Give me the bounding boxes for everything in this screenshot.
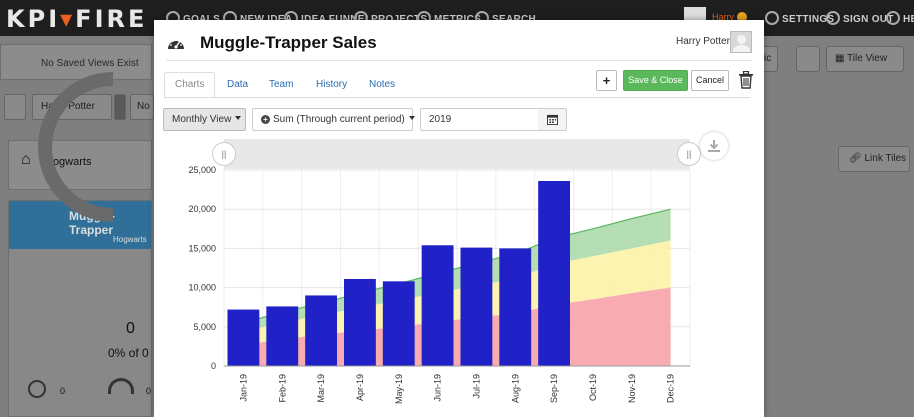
view-mode-select[interactable]: Monthly View xyxy=(163,108,246,131)
gear-icon xyxy=(765,11,779,25)
tab-underline xyxy=(164,97,750,98)
y-tick-label: 0 xyxy=(211,361,216,371)
dashboard-icon[interactable] xyxy=(108,378,134,394)
nav-user-name[interactable]: Harry xyxy=(712,12,734,22)
user-avatar xyxy=(730,31,752,53)
tile-foot-value-a: 0 xyxy=(60,386,66,396)
x-tick-label: Jul-19 xyxy=(471,374,481,399)
x-tick-label: Apr-19 xyxy=(355,374,365,401)
x-tick-label: Nov-19 xyxy=(627,374,637,403)
calendar-icon xyxy=(547,114,558,125)
x-tick-label: Mar-19 xyxy=(316,374,326,403)
tab-data[interactable]: Data xyxy=(227,79,249,90)
aggregation-select[interactable]: + Sum (Through current period) xyxy=(252,108,415,131)
link-tiles-button[interactable]: 🔗︎ Link Tiles xyxy=(838,146,910,172)
help-icon xyxy=(886,11,900,25)
speedometer-icon xyxy=(168,39,184,49)
x-tick-label: Aug-19 xyxy=(510,374,520,403)
tab-team[interactable]: Team xyxy=(269,79,294,90)
home-icon: ⌂ xyxy=(21,151,31,168)
title-divider xyxy=(166,60,752,61)
grid-icon: ▦ xyxy=(835,53,848,64)
tile-percent: 0% of 0 xyxy=(108,346,149,360)
navigator-left-handle[interactable]: || xyxy=(212,142,236,166)
bar-feb-19[interactable] xyxy=(266,306,299,366)
filter-clear-button[interactable] xyxy=(114,94,126,120)
compass-icon[interactable] xyxy=(28,380,46,398)
y-tick-label: 5,000 xyxy=(193,322,216,332)
y-tick-label: 10,000 xyxy=(188,283,216,293)
range-navigator[interactable] xyxy=(224,139,690,169)
download-button[interactable] xyxy=(796,46,820,72)
bar-jan-19[interactable] xyxy=(227,309,260,366)
chart-download-button[interactable] xyxy=(700,132,728,160)
y-tick-label: 20,000 xyxy=(188,204,216,214)
x-tick-label: Sep-19 xyxy=(549,374,559,403)
kpifire-logo[interactable]: KPI▾FIRE xyxy=(6,5,148,33)
metric-modal: Muggle-Trapper Sales Harry Potter Charts… xyxy=(154,20,764,417)
bar-sep-19[interactable] xyxy=(538,180,571,366)
tile-title: Muggle-Trapper xyxy=(69,209,115,237)
tab-notes[interactable]: Notes xyxy=(369,79,396,90)
filter-no-select[interactable]: No xyxy=(130,94,154,120)
tab-charts[interactable]: Charts xyxy=(164,72,216,98)
nav-settings[interactable]: SETTINGS xyxy=(765,11,834,25)
chevron-down-icon xyxy=(235,116,242,120)
location-panel: ⌂ Hogwarts xyxy=(8,140,152,190)
link-icon: 🔗︎ xyxy=(849,153,865,164)
tile-header: Muggle-Trapper Hogwarts xyxy=(9,201,151,249)
add-button[interactable]: + xyxy=(596,70,617,91)
plus-circle-icon: + xyxy=(261,115,270,124)
bar-may-19[interactable] xyxy=(382,281,415,366)
tile-value: 0 xyxy=(126,320,135,337)
sign-out-icon xyxy=(826,11,840,25)
filter-user-select[interactable]: Harry Potter xyxy=(32,94,112,120)
tile-subtitle: Hogwarts xyxy=(113,235,147,244)
y-tick-label: 25,000 xyxy=(188,165,216,175)
chevron-down-icon xyxy=(408,116,415,120)
save-close-button[interactable]: Save & Close xyxy=(623,70,688,91)
notification-badge[interactable] xyxy=(737,12,747,22)
tile-view-button[interactable]: ▦ Tile View xyxy=(826,46,904,72)
tab-history[interactable]: History xyxy=(316,79,348,90)
bar-apr-19[interactable] xyxy=(343,278,376,366)
x-tick-label: Dec-19 xyxy=(666,374,676,403)
nav-sign-out[interactable]: SIGN OUT xyxy=(826,11,894,25)
filter-settings-button[interactable] xyxy=(4,94,26,120)
calendar-button[interactable] xyxy=(538,108,567,131)
x-tick-label: Oct-19 xyxy=(588,374,598,401)
x-tick-label: May-19 xyxy=(394,374,404,404)
top-navigation: KPI▾FIRE GOALS NEW IDEA IDEA FUNNEL PROJ… xyxy=(0,0,914,36)
bar-mar-19[interactable] xyxy=(305,295,338,366)
bar-jul-19[interactable] xyxy=(460,247,493,366)
sales-chart: 0 5,000 10,000 15,000 20,000 25,000 Jan-19 Feb-… xyxy=(188,165,691,404)
x-tick-label: Jan-19 xyxy=(238,374,248,402)
trash-icon[interactable] xyxy=(738,71,754,89)
nav-help[interactable]: HEL xyxy=(886,11,914,25)
x-tick-label: Jun-19 xyxy=(433,374,443,402)
bar-jun-19[interactable] xyxy=(421,245,454,366)
modal-user-name: Harry Potter xyxy=(676,36,730,47)
saved-views-bar: No Saved Views Exist xyxy=(0,44,152,80)
year-input[interactable]: 2019 xyxy=(420,108,539,131)
modal-title: Muggle-Trapper Sales xyxy=(200,33,377,52)
download-icon xyxy=(708,140,720,152)
y-tick-label: 15,000 xyxy=(188,243,216,253)
x-tick-label: Feb-19 xyxy=(277,374,287,403)
bar-aug-19[interactable] xyxy=(499,248,532,366)
tile-foot-value-b: 0 xyxy=(146,386,152,396)
cancel-button[interactable]: Cancel xyxy=(691,70,729,91)
navigator-right-handle[interactable]: || xyxy=(677,142,701,166)
